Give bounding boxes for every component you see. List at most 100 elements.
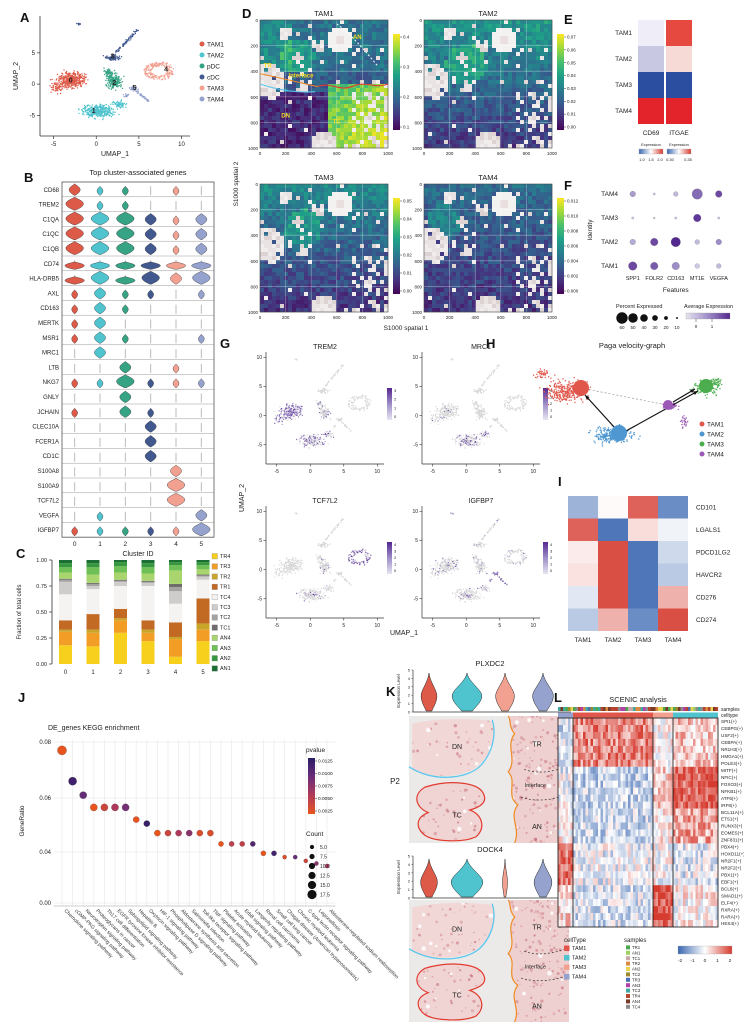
gene-label: FCER1A	[35, 439, 59, 445]
identity-label: TAM4	[601, 191, 618, 198]
row-label: TAM1	[615, 30, 632, 37]
y-tick: 400	[250, 233, 258, 238]
x-tick: 800	[523, 151, 531, 156]
colorbar-tick: 0	[550, 568, 553, 573]
panel-label-j: J	[18, 690, 26, 705]
x-tick: -5	[431, 623, 436, 629]
tf-label: ZNF831(+)	[721, 838, 744, 843]
colorbar-tick: 0.01	[403, 271, 412, 276]
y-tick: 0.75	[36, 584, 47, 590]
panel-label-b: B	[24, 170, 34, 185]
colorbar-tick: 1.5	[648, 157, 654, 162]
legend-label: AN1	[220, 666, 231, 672]
cluster-id-axis-label: Cluster ID	[122, 551, 153, 558]
x-tick: -5	[51, 142, 57, 148]
colorbar-tick: 3	[394, 388, 397, 393]
panel-label-k: K	[386, 684, 396, 699]
colorbar-title: Expression	[641, 142, 661, 147]
x-tick: 0	[465, 469, 468, 475]
gene-label: PDCD1LG2	[696, 549, 731, 556]
tf-label: PBX1(+)	[721, 872, 739, 877]
feature-label: VEGFA	[710, 276, 729, 282]
panel-label-c: C	[16, 546, 26, 561]
tf-label: USF2(+)	[721, 733, 739, 738]
y-tick: 800	[414, 120, 422, 125]
gene-label: LTB	[48, 365, 59, 371]
legend-label: TR3	[220, 564, 230, 570]
cluster-tick: 5	[200, 541, 204, 548]
colorbar-tick: 0.02	[567, 99, 576, 104]
y-tick: 600	[250, 95, 258, 100]
colorbar-tick: 0.30	[666, 157, 675, 162]
scale-tick: 2	[729, 958, 732, 964]
y-tick: 400	[414, 233, 422, 238]
scale-tick: -1	[690, 958, 695, 964]
colorbar-tick: 0.06	[567, 47, 576, 52]
gene-label: JCHAIN	[37, 410, 59, 416]
colorbar-tick: 0.008	[567, 229, 579, 234]
gene-label: C1QB	[43, 247, 59, 253]
region-label: AN	[532, 824, 542, 831]
x-tick: 10	[375, 469, 381, 475]
expression-axis-label: Expression Level	[396, 674, 401, 707]
x-tick: 600	[333, 151, 341, 156]
scenic-title: SCENIC analysis	[609, 695, 667, 704]
cluster-tick: 0	[64, 670, 68, 676]
gene-label: AXL	[48, 291, 60, 297]
map-title: TAM3	[314, 173, 333, 182]
y-tick: 200	[250, 44, 258, 49]
x-tick: 10	[531, 469, 537, 475]
y-tick: 1.00	[36, 558, 47, 564]
legend-pct-value: 50	[630, 325, 636, 330]
x-tick: 0	[465, 623, 468, 629]
row-label: TAM3	[615, 82, 632, 89]
tf-label: NFKB1(+)	[721, 789, 742, 794]
x-tick: 0	[423, 151, 426, 156]
region-label: TR	[264, 63, 273, 69]
legend-label: TAM1	[207, 42, 224, 49]
celltype-legend-label: TAM2	[572, 956, 586, 962]
feature-title: TCF7L2	[312, 498, 337, 505]
spatial1-axis-label: S1000 spatial 1	[384, 325, 429, 332]
colorbar-tick: 0.07	[567, 35, 576, 40]
tf-label: BCL11A(+)	[721, 810, 744, 815]
x-tick: 5	[498, 623, 501, 629]
count-value: 5.0	[320, 845, 327, 851]
y-tick: 2	[408, 693, 411, 698]
y-tick: 4	[408, 676, 411, 681]
panel-I-canvas: CD101 LGALS1 PDCD1LG2 HAVCR2 CD276 CD274 TAM1 T…	[568, 496, 731, 644]
y-tick: 1000	[248, 310, 259, 315]
y-tick: 5	[259, 384, 262, 390]
generatio-axis-label: GeneRatio	[19, 805, 26, 836]
samples-legend-label: TC2	[632, 972, 641, 977]
colorbar-tick: 0.01	[567, 112, 576, 117]
x-tick: 5	[342, 623, 345, 629]
violin-gene-title: PLXDC2	[475, 659, 504, 668]
legend-pct-title: Percent Expressed	[616, 304, 662, 310]
x-tick: 400	[307, 151, 315, 156]
cluster-tick: 4	[174, 541, 178, 548]
map-title: TAM1	[314, 9, 333, 18]
samples-legend-label: TC1	[632, 956, 641, 961]
legend-pct-value: 10	[674, 325, 680, 330]
y-tick: 10	[256, 509, 262, 515]
region-label: TC	[452, 813, 461, 820]
legend-label: TAM4	[207, 97, 224, 104]
x-tick: 200	[282, 315, 290, 320]
y-tick: 2	[408, 879, 411, 884]
gene-label: C1QA	[43, 217, 59, 223]
y-tick: 0	[415, 567, 418, 573]
region-label: TC	[452, 993, 461, 1000]
panel-heatmap-checkpoints: CD101 LGALS1 PDCD1LG2 HAVCR2 CD276 CD274 TAM1 T…	[480, 470, 744, 652]
cluster-number: 2	[112, 80, 116, 87]
y-tick: 10	[412, 509, 418, 515]
spatial2-axis-label: S1000 spatial 2	[233, 161, 240, 206]
samples-legend-label: TR3	[632, 977, 641, 982]
tf-label: CEBPA(+)	[721, 740, 742, 745]
expression-axis-label: Expression Level	[396, 860, 401, 893]
pvalue-tick: 0.0125	[318, 759, 333, 765]
row-label: TAM4	[615, 108, 632, 115]
feature-label: FOLR2	[645, 276, 663, 282]
tf-label: HES4(+)	[721, 921, 739, 926]
x-tick: 1000	[383, 315, 394, 320]
